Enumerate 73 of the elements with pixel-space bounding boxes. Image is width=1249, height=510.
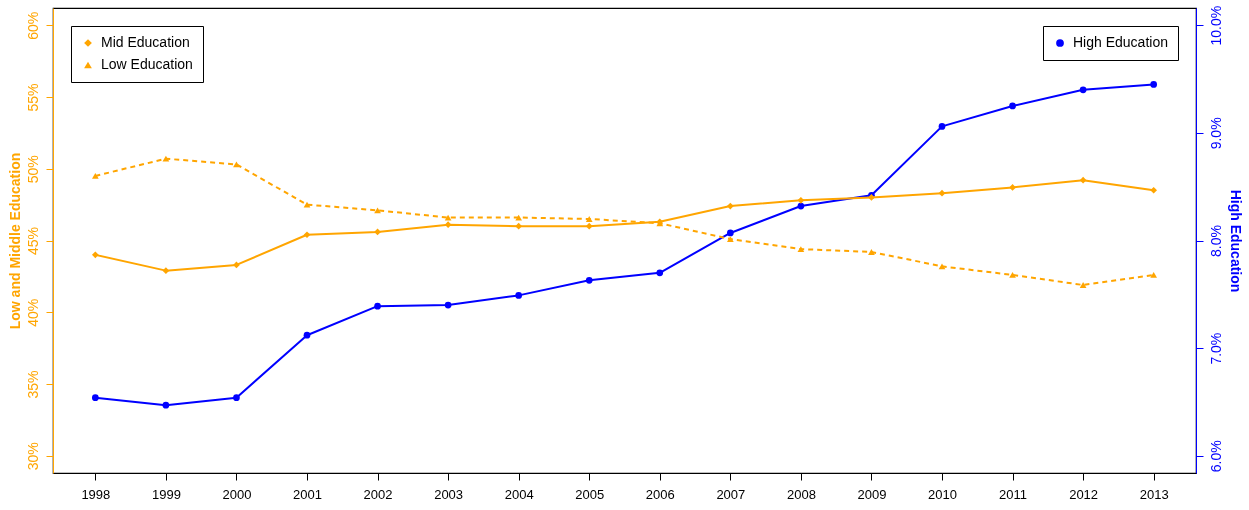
point (91, 251, 99, 259)
point (1009, 184, 1016, 191)
point (726, 202, 734, 210)
x-tick-label: 2010 (928, 486, 957, 502)
point (726, 229, 734, 237)
y2-tick-label: 9.0% (1207, 117, 1224, 150)
legend-label: Low Education (101, 56, 193, 72)
y2-tick-label: 8.0% (1207, 225, 1224, 257)
point (1079, 176, 1087, 184)
point (868, 249, 875, 255)
point (797, 246, 805, 253)
point (91, 394, 99, 401)
point (303, 231, 311, 239)
point (1150, 186, 1158, 194)
point (656, 269, 664, 277)
y-tick-label: 40% (24, 298, 41, 327)
y2-tick-label: 10.0% (1207, 5, 1224, 46)
point (1009, 272, 1016, 278)
point (444, 221, 452, 229)
x-tick-label: 2003 (434, 486, 464, 502)
point (91, 173, 99, 179)
y2-tick-label: 6.0% (1207, 440, 1224, 473)
x-tick-label: 2007 (716, 486, 746, 502)
x-tick-label: 1998 (81, 486, 111, 502)
x-tick-label: 2009 (857, 486, 887, 502)
y-tick-label: 35% (24, 370, 41, 399)
x-tick-label: 2005 (575, 486, 605, 502)
y-tick-label: 60% (24, 11, 41, 40)
x-tick-label: 2002 (363, 486, 393, 502)
point (162, 401, 170, 409)
point (303, 331, 311, 339)
x-tick-label: 2011 (999, 486, 1028, 502)
x-tick-label: 2008 (786, 486, 816, 502)
point (515, 292, 523, 299)
x-tick-label: 2004 (504, 486, 534, 502)
x-tick-label: 1999 (151, 486, 181, 502)
y-tick-label: 30% (24, 442, 41, 471)
point (1150, 81, 1158, 88)
y-tick-label: 45% (24, 226, 41, 256)
point (797, 196, 805, 204)
point (1079, 86, 1087, 94)
x-tick-label: 2012 (1069, 486, 1099, 502)
point (303, 201, 311, 208)
y-tick-label: 55% (24, 83, 41, 112)
x-tick-label: 2006 (645, 486, 675, 502)
point (515, 222, 523, 230)
point (585, 276, 593, 284)
point (938, 189, 946, 197)
x-tick-label: 2013 (1139, 486, 1169, 502)
y2-tick-label: 7.0% (1207, 332, 1224, 365)
point (162, 155, 170, 162)
point (444, 301, 452, 309)
x-tick-label: 2000 (222, 486, 252, 502)
point (938, 123, 946, 130)
y2-axis-title: High Education (1227, 189, 1244, 293)
point (1150, 272, 1158, 278)
point (1079, 282, 1087, 288)
point (938, 263, 946, 270)
y-tick-label: 50% (24, 155, 41, 184)
point (233, 394, 240, 401)
point (1009, 102, 1016, 110)
point (374, 228, 381, 236)
point (585, 216, 593, 222)
point (233, 261, 240, 269)
point (797, 202, 805, 210)
point (726, 236, 734, 242)
legend-label: High Education (1073, 34, 1168, 50)
point (162, 267, 170, 274)
legend-label: Mid Education (101, 34, 190, 50)
point (374, 302, 381, 310)
x-tick-label: 2001 (293, 486, 322, 502)
y-axis-title: Low and Middle Education (6, 152, 23, 330)
point (585, 222, 593, 230)
